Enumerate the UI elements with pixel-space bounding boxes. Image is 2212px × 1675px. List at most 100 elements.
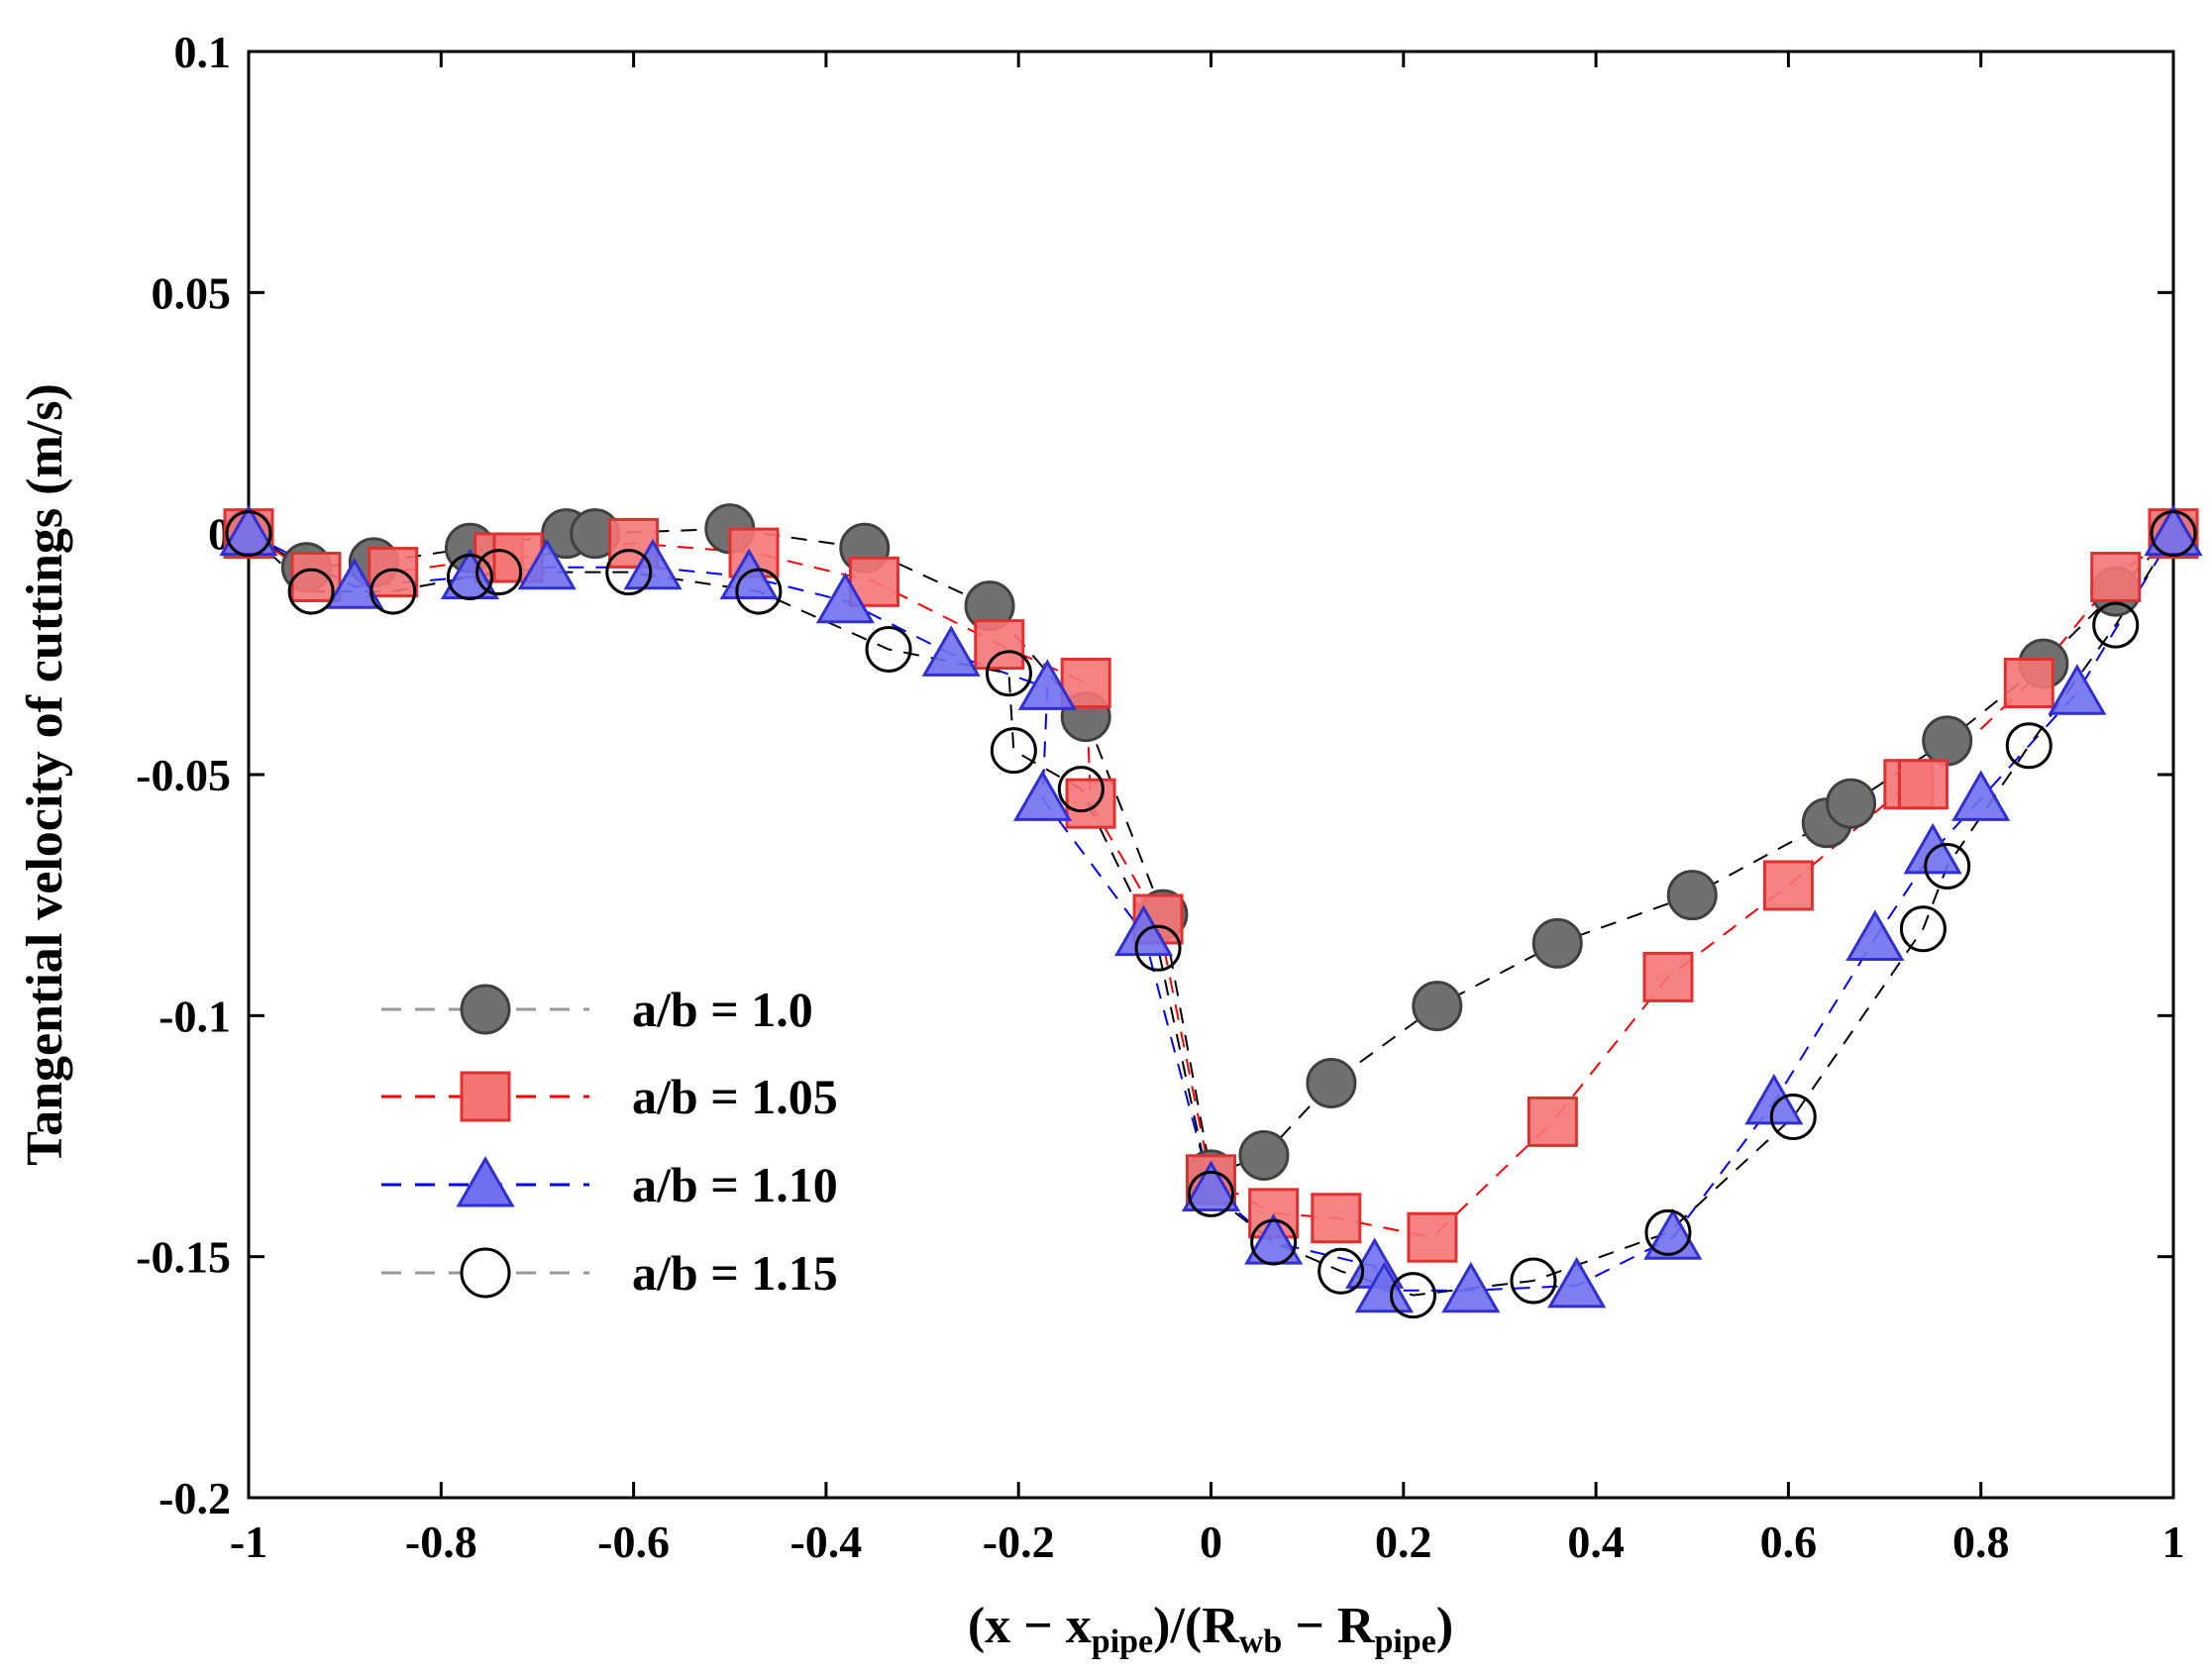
y-tick-label: 0.1: [174, 27, 232, 77]
x-axis-title-part: (x − x: [968, 1598, 1092, 1654]
data-point-series-2: [974, 619, 1025, 671]
x-tick-label: 0.4: [1567, 1517, 1625, 1567]
data-point-series-3: [2048, 664, 2107, 715]
y-tick-label: -0.05: [136, 750, 231, 800]
data-point-series-4: [225, 510, 272, 558]
series-line-4: [248, 532, 2174, 1297]
data-point-series-1: [1306, 1057, 1357, 1108]
data-point-series-3: [623, 538, 683, 590]
x-tick-label: -0.2: [983, 1517, 1055, 1567]
data-point-series-2: [1642, 951, 1694, 1002]
legend-entry: a/b = 1.10: [381, 1155, 838, 1212]
x-tick-label: 1: [2162, 1517, 2185, 1567]
data-point-series-4: [446, 553, 493, 600]
data-point-series-4: [605, 549, 653, 596]
data-point-series-2: [2090, 551, 2142, 602]
legend-marker-circle-filled: [460, 984, 511, 1035]
legend-label-3: a/b = 1.10: [632, 1157, 838, 1212]
series-line-2: [248, 532, 2174, 1239]
x-tick-label: -0.6: [597, 1517, 670, 1567]
data-point-series-2: [2003, 658, 2054, 709]
data-point-series-4: [985, 650, 1032, 697]
legend-entry: a/b = 1.05: [381, 1069, 838, 1124]
data-point-series-2: [1897, 759, 1949, 810]
data-point-series-4: [1899, 905, 1947, 953]
data-point-series-3: [1951, 770, 2011, 821]
legend-label-2: a/b = 1.05: [632, 1069, 838, 1124]
data-point-series-1: [1412, 981, 1463, 1032]
legend-entry: a/b = 1.15: [381, 1245, 838, 1301]
data-point-series-3: [325, 558, 384, 609]
data-point-series-4: [287, 568, 335, 615]
x-tick-label: 0.8: [1952, 1517, 2010, 1567]
x-axis-title-part: − R: [1282, 1598, 1376, 1654]
data-point-series-4: [990, 727, 1037, 775]
data-point-series-3: [815, 572, 875, 624]
data-point-series-4: [1317, 1247, 1365, 1295]
data-point-series-1: [1238, 1129, 1290, 1181]
legend-marker-circle-open: [460, 1247, 511, 1299]
data-point-series-3: [1441, 1261, 1501, 1313]
x-axis-ticks: -1 -0.8 -0.6 -0.4 -0.2 0 0.2 0.4 0.6 0.8 1: [230, 52, 2185, 1567]
data-point-series-2: [1762, 860, 1814, 911]
data-point-series-3: [1354, 1261, 1414, 1313]
data-point-series-1: [1922, 715, 1973, 767]
x-axis-title-sub: pipe: [1374, 1623, 1435, 1660]
data-point-series-4: [1510, 1257, 1557, 1305]
data-point-series-1: [1666, 870, 1718, 921]
x-axis-title-sub: wb: [1239, 1623, 1282, 1660]
y-tick-label: -0.2: [158, 1473, 231, 1523]
legend-label-1: a/b = 1.0: [632, 982, 813, 1037]
x-axis-title: (x − xpipe)/(Rwb − Rpipe): [968, 1598, 1453, 1660]
data-point-series-4: [2150, 510, 2197, 558]
data-point-series-4: [1390, 1272, 1437, 1319]
data-point-series-4: [1057, 766, 1105, 813]
data-point-series-4: [475, 549, 523, 596]
data-point-series-3: [1017, 659, 1077, 710]
x-axis-title-part: )/(R: [1153, 1598, 1240, 1654]
data-point-series-3: [719, 548, 779, 599]
series-line-1: [248, 527, 2174, 1177]
data-point-series-3: [921, 625, 981, 677]
y-axis-title: Tangential velocity of cuttings (m/s): [17, 383, 73, 1166]
x-tick-label: -1: [230, 1517, 267, 1567]
y-tick-label: -0.1: [158, 991, 231, 1041]
data-point-series-3: [517, 538, 577, 590]
x-tick-label: -0.8: [405, 1517, 477, 1567]
data-point-series-4: [735, 568, 783, 615]
data-point-series-4: [1644, 1208, 1692, 1256]
y-tick-label: -0.15: [136, 1232, 231, 1283]
y-tick-label: 0.05: [152, 267, 232, 318]
data-point-series-4: [1769, 1094, 1817, 1141]
legend: a/b = 1.0 a/b = 1.05 a/b = 1.10 a/b = 1.…: [381, 982, 838, 1301]
data-point-series-2: [1065, 778, 1116, 829]
data-point-series-3: [1744, 1073, 1804, 1125]
data-point-series-4: [2005, 722, 2053, 770]
legend-marker-square-filled: [460, 1071, 511, 1122]
data-point-series-1: [1531, 917, 1583, 969]
data-point-series-4: [865, 625, 912, 673]
x-axis-title-part: ): [1436, 1598, 1453, 1654]
legend-marker-triangle-filled: [456, 1155, 515, 1207]
data-point-series-4: [2092, 601, 2140, 649]
data-point-series-4: [1188, 1170, 1234, 1217]
x-tick-label: 0.6: [1760, 1517, 1818, 1567]
data-point-series-1: [1826, 778, 1877, 829]
data-point-series-4: [1924, 842, 1971, 890]
data-point-series-3: [1181, 1160, 1241, 1212]
data-point-series-2: [1527, 1096, 1578, 1147]
data-point-series-4: [369, 568, 417, 615]
data-point-series-3: [1547, 1256, 1607, 1309]
data-point-series-3: [1845, 909, 1905, 961]
data-point-series-2: [368, 547, 419, 598]
x-tick-label: -0.4: [790, 1517, 862, 1567]
x-tick-label: 0.2: [1375, 1517, 1432, 1567]
data-point-series-2: [1407, 1211, 1458, 1263]
series-points: [219, 503, 2203, 1319]
x-tick-label: 0: [1200, 1517, 1222, 1567]
x-axis-title-sub: pipe: [1092, 1623, 1153, 1660]
data-point-series-4: [1250, 1218, 1298, 1266]
legend-entry: a/b = 1.0: [381, 982, 813, 1037]
